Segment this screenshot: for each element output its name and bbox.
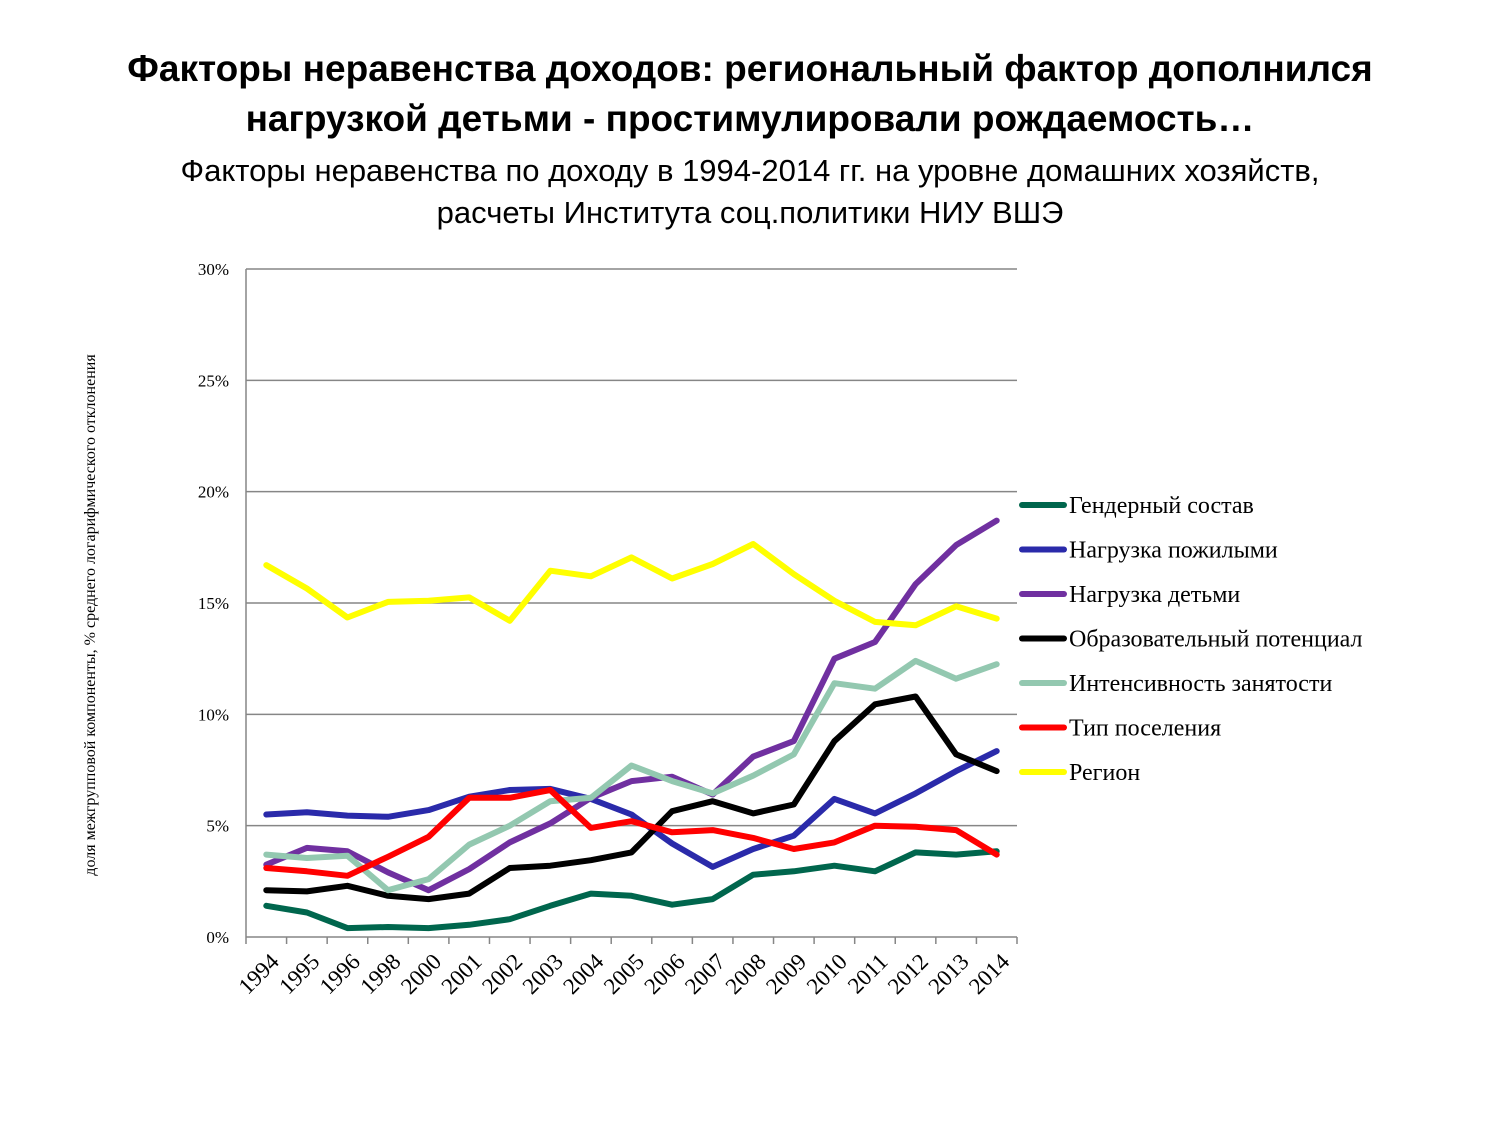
x-tick-label: 1994 (234, 949, 285, 1000)
y-tick-label: 0% (206, 928, 229, 947)
x-tick-label: 2010 (802, 949, 852, 999)
slide-subtitle: Факторы неравенства по доходу в 1994-201… (0, 150, 1500, 234)
legend: Гендерный состав Нагрузка пожилыми Нагрузк… (1019, 493, 1363, 786)
gridlines (246, 268, 1017, 827)
series-line-1 (263, 748, 1000, 870)
legend-label: Нагрузка детьми (1069, 582, 1240, 608)
x-tick-label: 2013 (923, 949, 973, 999)
legend-label: Тип поселения (1069, 716, 1221, 742)
y-tick-label: 25% (198, 371, 229, 390)
legend-label: Гендерный состав (1069, 493, 1254, 519)
x-tick-label: 2004 (558, 949, 609, 1000)
series-line-2 (263, 517, 1000, 894)
y-axis-label: доля межгрупповой компоненты, % среднего… (82, 354, 99, 876)
x-tick-label: 2009 (761, 949, 811, 999)
x-tick-label: 2001 (437, 949, 487, 999)
series-line-5 (263, 787, 1000, 879)
legend-label: Нагрузка пожилыми (1069, 538, 1278, 564)
x-tick-label: 2005 (599, 949, 649, 999)
x-tick-label: 2002 (477, 949, 527, 999)
subtitle-line-2: расчеты Института соц.политики НИУ ВШЭ (436, 195, 1064, 230)
subtitle-line-1: Факторы неравенства по доходу в 1994-201… (180, 153, 1320, 188)
y-tick-label: 20% (198, 483, 229, 502)
series-line-4 (263, 657, 1000, 894)
title-line-1: Факторы неравенства доходов: региональны… (127, 48, 1373, 89)
x-tick-label: 2014 (964, 949, 1015, 1000)
x-tick-label: 1995 (274, 949, 324, 999)
legend-label: Регион (1069, 760, 1140, 786)
slide-title: Факторы неравенства доходов: региональны… (0, 44, 1500, 144)
y-tick-label: 5% (206, 817, 229, 836)
x-tick-label: 2003 (518, 949, 568, 999)
x-tick-label: 2011 (843, 949, 893, 999)
legend-label: Образовательный потенциал (1069, 627, 1363, 653)
x-tick-label: 1998 (355, 949, 405, 999)
y-tick-label: 10% (198, 705, 229, 724)
title-line-2: нагрузкой детьми - простимулировали рожд… (245, 98, 1255, 139)
x-tick-label: 2008 (721, 949, 771, 999)
x-tick-label: 1996 (315, 949, 365, 999)
x-tick-label: 2007 (680, 949, 730, 999)
series-line-6 (263, 541, 1000, 629)
y-tick-label: 15% (198, 594, 229, 613)
series-line-3 (263, 693, 1000, 903)
y-tick-label: 30% (198, 260, 229, 279)
series-lines (263, 517, 1000, 932)
x-tick-label: 2000 (396, 949, 446, 999)
legend-label: Интенсивность занятости (1069, 671, 1332, 697)
x-tick-label: 2006 (639, 949, 689, 999)
series-line-0 (263, 848, 1000, 932)
x-tick-label: 2012 (883, 949, 933, 999)
